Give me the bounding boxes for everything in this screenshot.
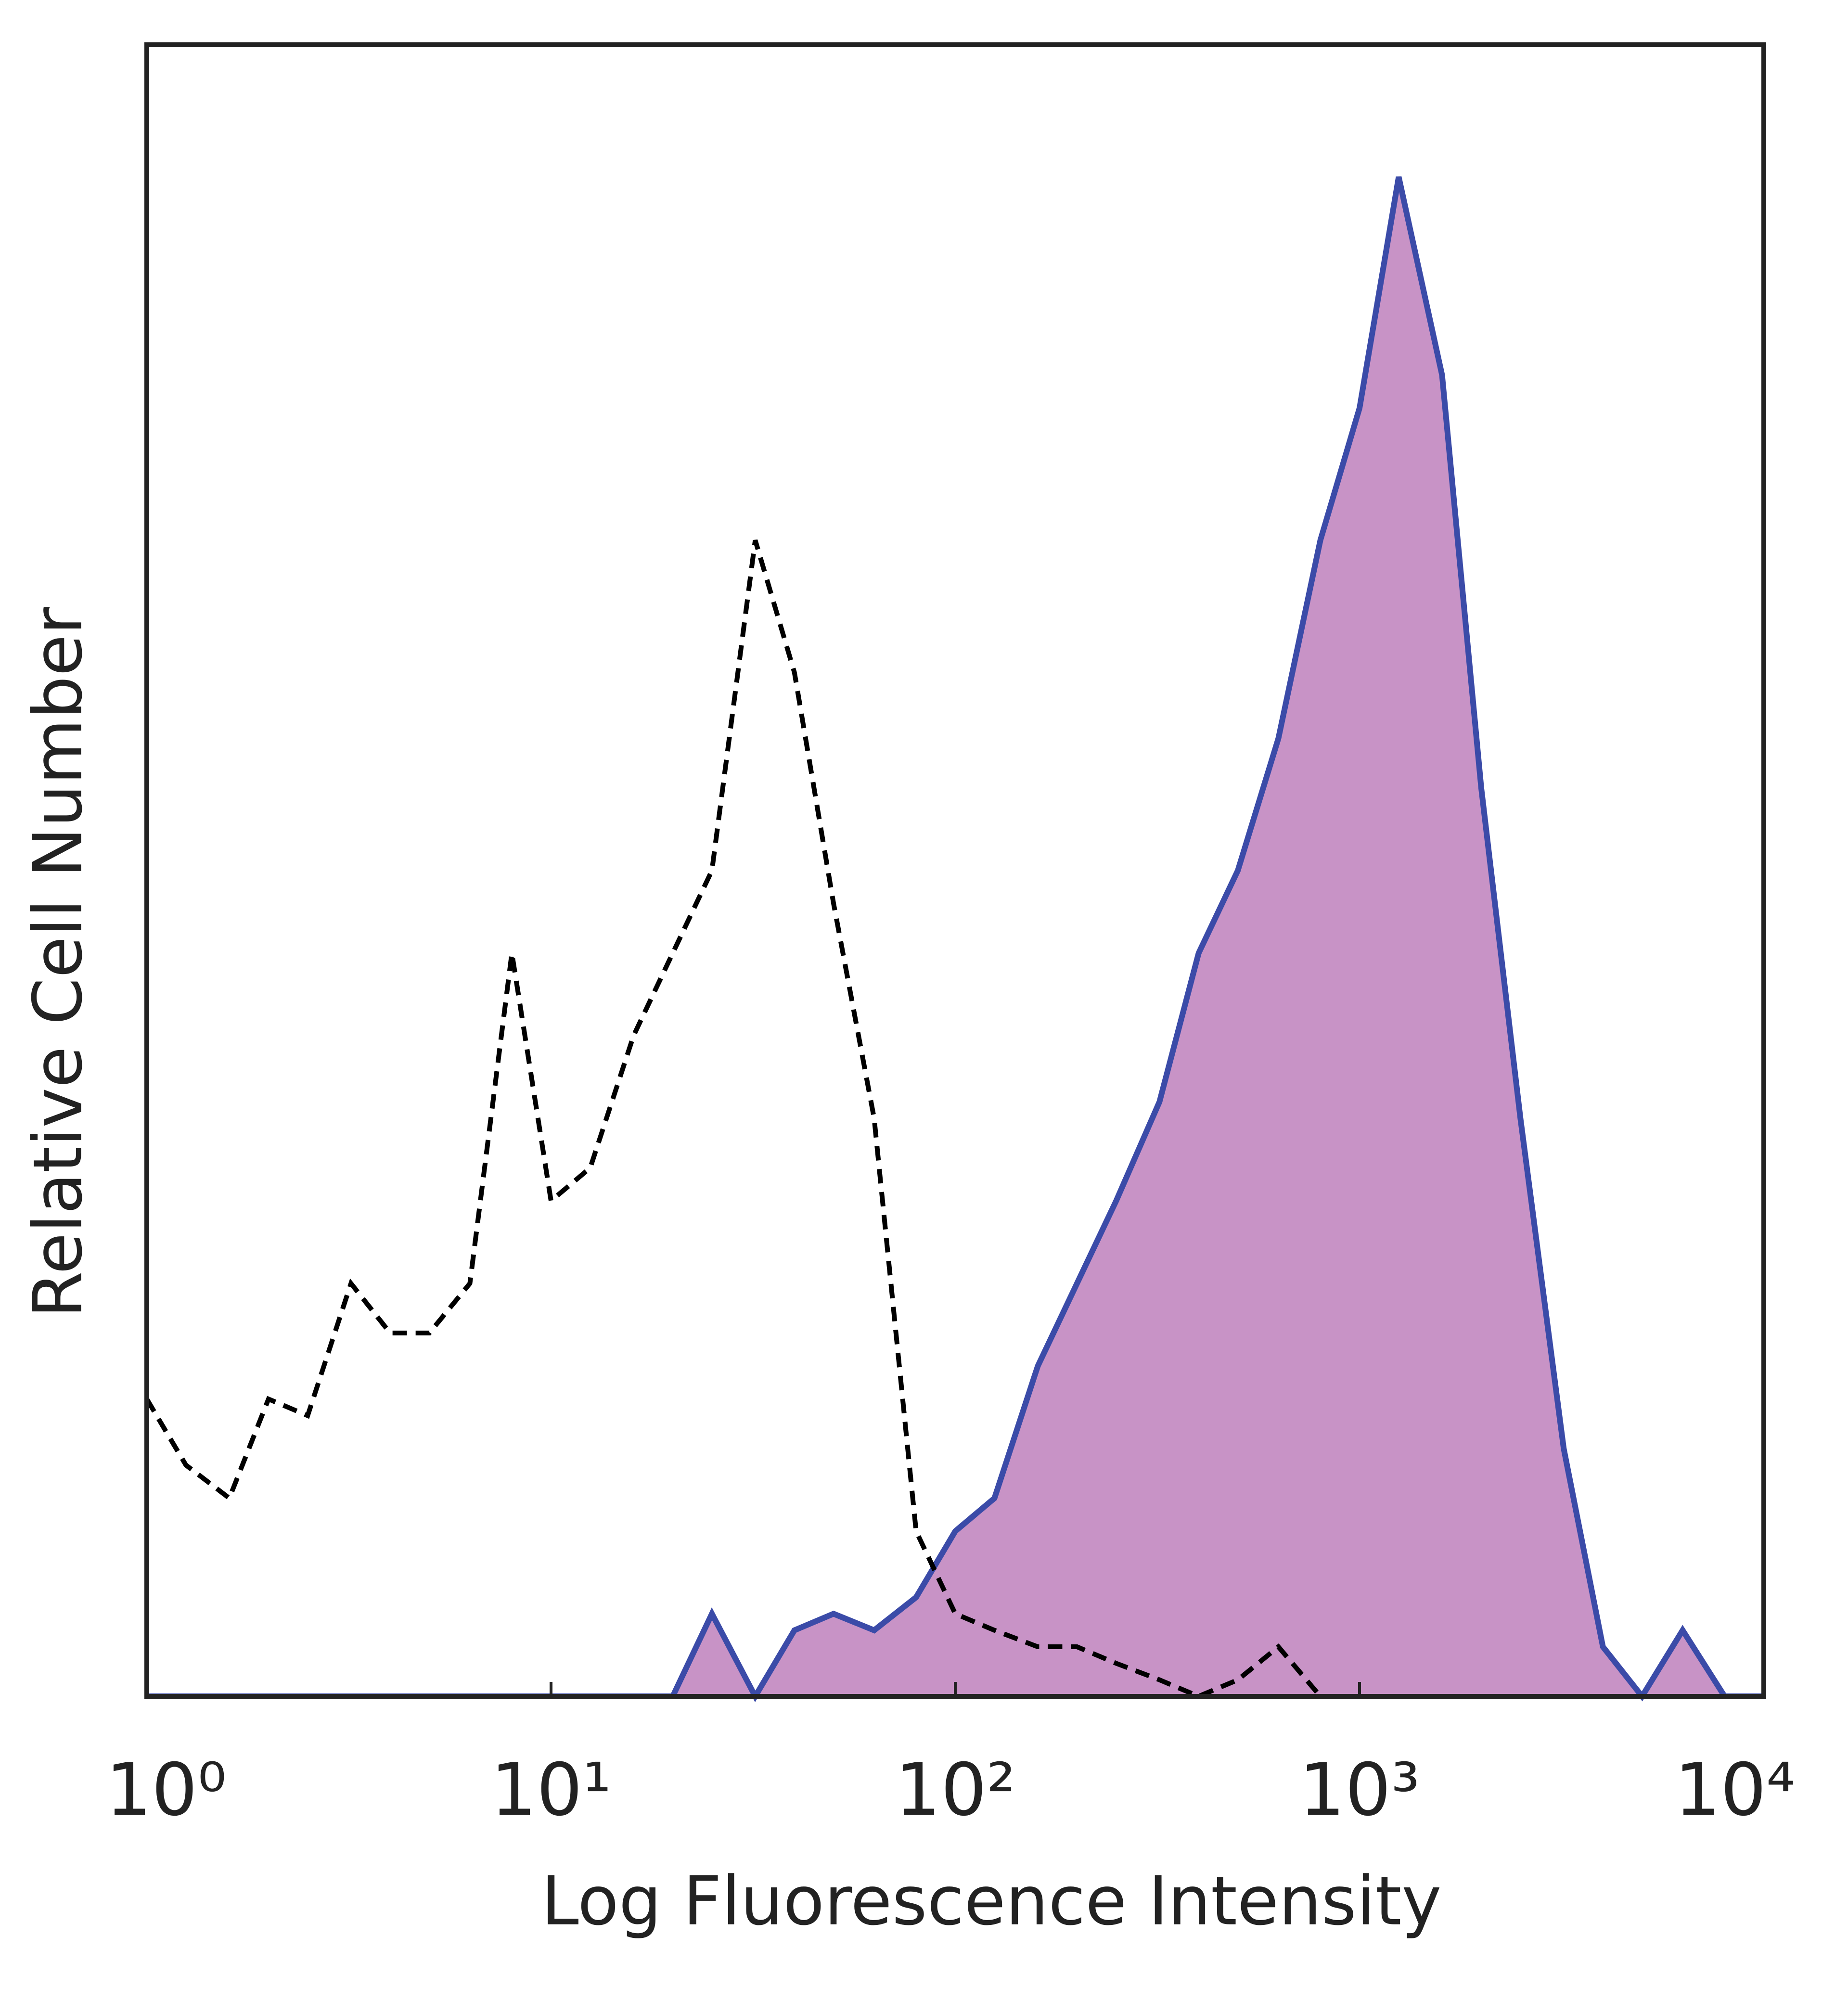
x-tick-label: 10¹ (490, 1748, 611, 1832)
x-tick-label: 10³ (1299, 1748, 1420, 1832)
x-tick-label: 10⁰ (105, 1748, 226, 1832)
area (147, 177, 1764, 1696)
x-tick-label: 10² (895, 1748, 1015, 1832)
x-tick-label: 10⁴ (1674, 1748, 1795, 1832)
y-axis-label: Relative Cell Number (19, 607, 98, 1318)
x-axis-label: Log Fluorescence Intensity (541, 1862, 1442, 1941)
